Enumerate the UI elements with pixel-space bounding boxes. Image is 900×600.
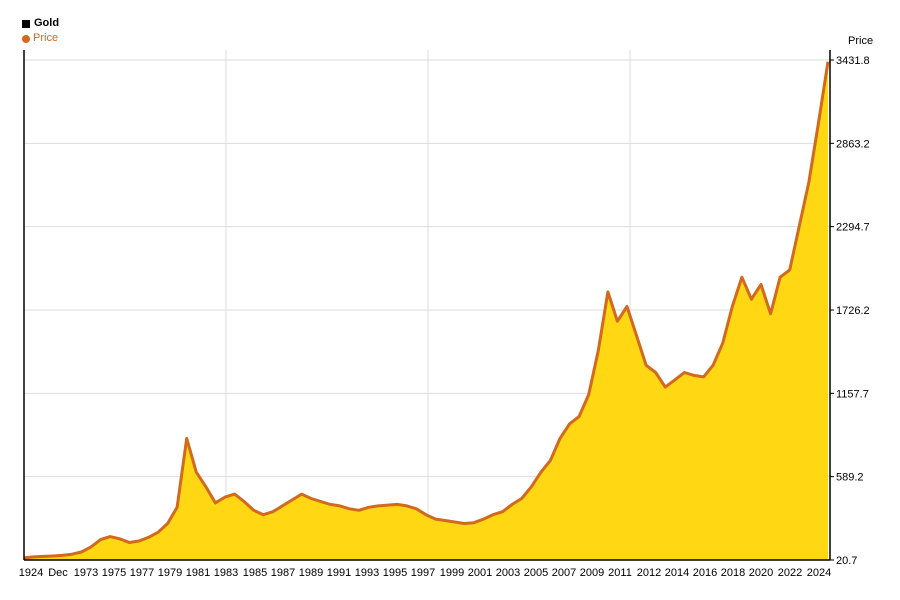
x-tick-label: 2018 bbox=[721, 567, 745, 579]
square-icon bbox=[22, 19, 30, 28]
x-tick-label: 2016 bbox=[693, 567, 717, 579]
legend-series-row: Price bbox=[22, 31, 59, 46]
x-tick-label: 2007 bbox=[552, 567, 576, 579]
x-tick-label: 1989 bbox=[299, 567, 323, 579]
y-tick-label: 3431.8 bbox=[836, 55, 870, 67]
y-axis-title: Price bbox=[848, 35, 873, 47]
legend-title: Gold bbox=[34, 17, 60, 29]
y-tick-label: 589.2 bbox=[836, 472, 864, 484]
x-tick-label: 1991 bbox=[327, 567, 351, 579]
x-tick-label: 1975 bbox=[102, 567, 126, 579]
x-tick-label: 1983 bbox=[214, 567, 238, 579]
x-tick-label: 2022 bbox=[778, 567, 802, 579]
x-tick-label: 2001 bbox=[468, 567, 492, 579]
area-layer bbox=[23, 61, 830, 560]
circle-icon bbox=[22, 34, 30, 43]
x-tick-labels: 1924 Dec 1973 1975 1977 1979 1981 1983 1985 1987 1… bbox=[19, 567, 831, 579]
x-tick-label: 2012 bbox=[637, 567, 661, 579]
x-tick-label: Dec bbox=[48, 567, 68, 579]
series-area bbox=[24, 61, 828, 560]
legend-title-row: Gold bbox=[22, 16, 59, 31]
x-tick-label: 2003 bbox=[496, 567, 520, 579]
x-tick-label: 1973 bbox=[74, 567, 98, 579]
y-tick-label: 1726.2 bbox=[836, 305, 870, 317]
x-tick-label: 1924 bbox=[19, 567, 43, 579]
x-tick-label: 2024 bbox=[807, 567, 831, 579]
x-tick-label: 1985 bbox=[243, 567, 267, 579]
x-tick-label: 1999 bbox=[440, 567, 464, 579]
x-tick-label: 2011 bbox=[608, 567, 632, 579]
x-tick-label: 1987 bbox=[271, 567, 295, 579]
y-tick-labels: 20.7 589.2 1157.7 1726.2 2294.7 2863.2 3431.8 bbox=[836, 55, 870, 567]
x-tick-label: 2005 bbox=[524, 567, 548, 579]
legend-series-label: Price bbox=[33, 32, 59, 44]
x-tick-label: 1995 bbox=[383, 567, 407, 579]
x-tick-label: 1981 bbox=[186, 567, 210, 579]
axes bbox=[23, 50, 834, 561]
x-tick-label: 2020 bbox=[749, 567, 773, 579]
x-tick-label: 1977 bbox=[130, 567, 154, 579]
x-tick-label: 2009 bbox=[580, 567, 604, 579]
x-tick-label: 1997 bbox=[411, 567, 435, 579]
x-tick-label: 1993 bbox=[355, 567, 379, 579]
y-tick-label: 20.7 bbox=[836, 555, 857, 567]
y-tick-label: 2863.2 bbox=[836, 138, 870, 150]
series-line bbox=[23, 61, 830, 560]
x-tick-label: 2014 bbox=[665, 567, 689, 579]
legend: Gold Price bbox=[22, 16, 59, 46]
x-tick-label: 1979 bbox=[158, 567, 182, 579]
y-tick-label: 1157.7 bbox=[836, 388, 869, 400]
y-tick-label: 2294.7 bbox=[836, 222, 870, 234]
